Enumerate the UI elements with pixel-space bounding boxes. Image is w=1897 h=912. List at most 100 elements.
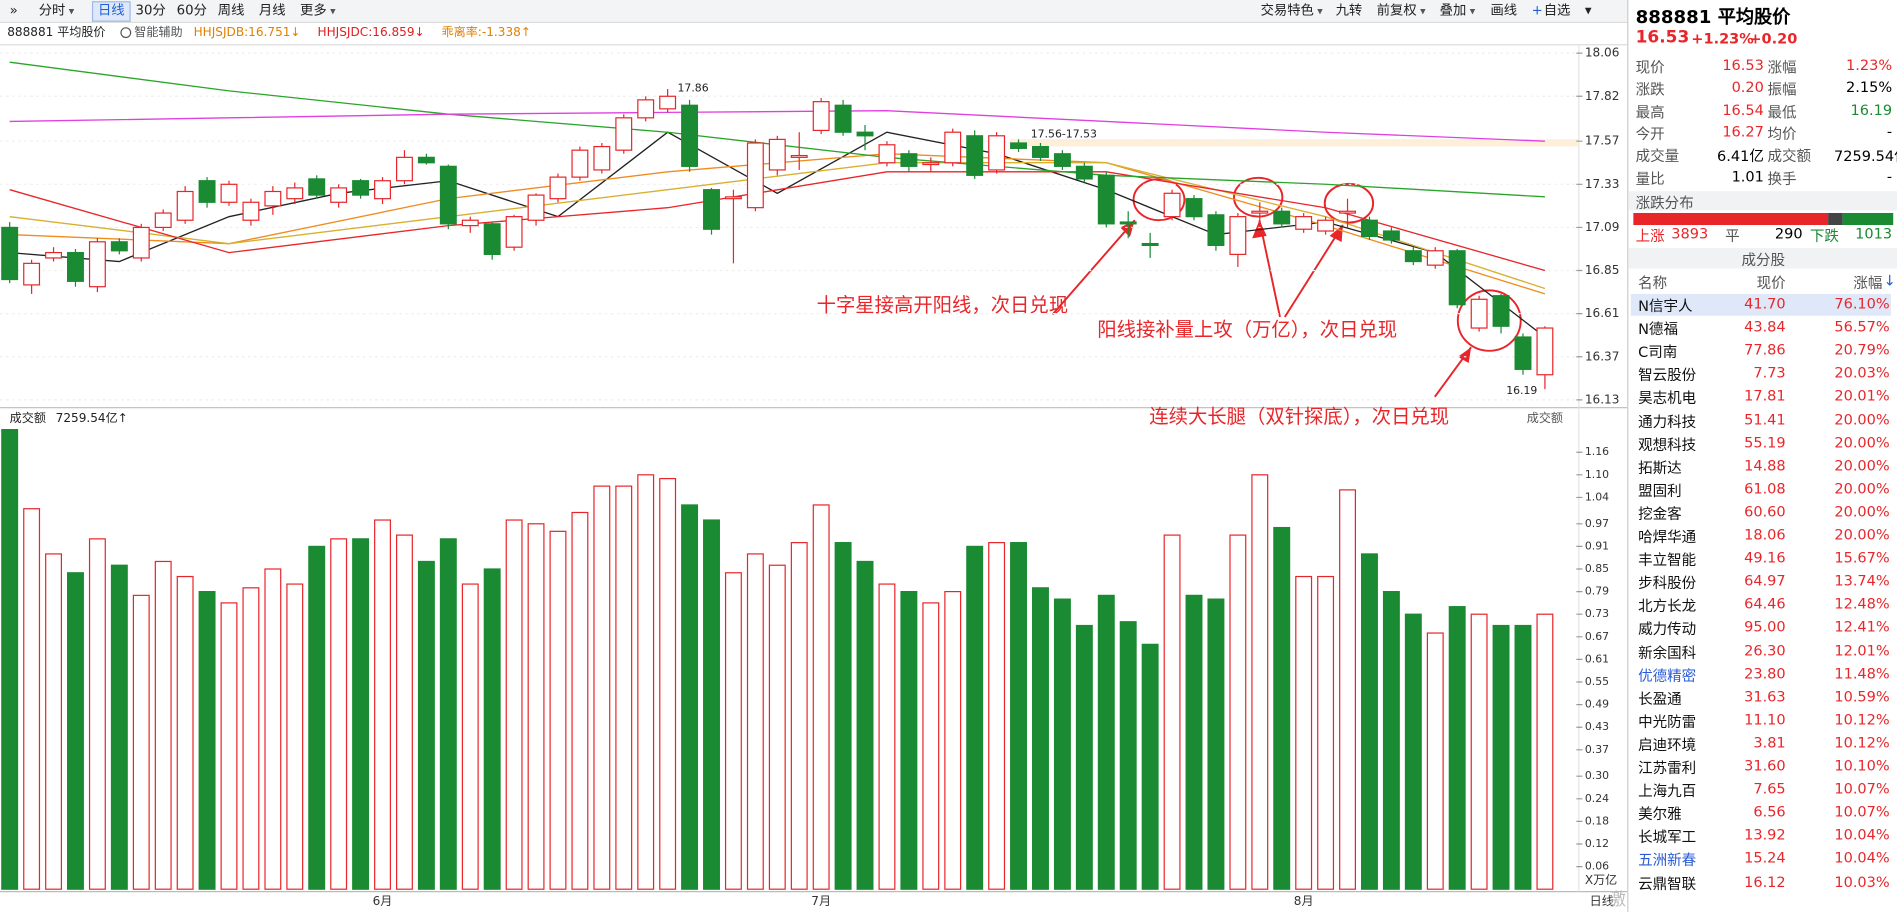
volume-title-right: 成交额 bbox=[1527, 410, 1563, 425]
stock-name[interactable]: 启迪环境 bbox=[1638, 736, 1697, 754]
stock-name[interactable]: 智云股份 bbox=[1638, 366, 1697, 384]
tab[interactable]: 30分 bbox=[135, 2, 166, 19]
stock-name[interactable]: 中光防雷 bbox=[1638, 713, 1697, 731]
stock-price: 41.70 bbox=[1744, 295, 1786, 313]
assist-label[interactable]: 智能辅助 bbox=[134, 24, 182, 39]
stock-name[interactable]: 江苏雷利 bbox=[1638, 759, 1697, 777]
stock-name[interactable]: N德福 bbox=[1638, 320, 1678, 338]
candle-body bbox=[264, 190, 282, 207]
moving-average bbox=[9, 162, 1546, 290]
y-tick-label: 1.10 bbox=[1585, 468, 1609, 481]
candle-body bbox=[242, 201, 260, 221]
candle-body bbox=[1010, 142, 1028, 149]
tool-button[interactable]: 画线 bbox=[1490, 2, 1518, 19]
x-tick-label: 8月 bbox=[1294, 894, 1314, 908]
stock-name[interactable]: 观想科技 bbox=[1638, 436, 1697, 454]
stock-name[interactable]: 优德精密 bbox=[1638, 667, 1697, 685]
y-tick-label: 16.85 bbox=[1585, 263, 1620, 277]
stock-price: 15.24 bbox=[1744, 849, 1786, 867]
candle-body bbox=[637, 99, 655, 119]
stock-name[interactable]: 盟固利 bbox=[1638, 482, 1682, 500]
candle-body bbox=[1097, 174, 1115, 225]
stock-name[interactable]: 云鼎智联 bbox=[1638, 875, 1697, 893]
stock-change: 20.01% bbox=[1834, 387, 1890, 405]
tool-button[interactable]: 前复权 bbox=[1372, 1, 1431, 19]
stock-name[interactable]: 五洲新春 bbox=[1638, 852, 1697, 870]
tab[interactable]: 60分 bbox=[176, 2, 207, 19]
stock-name[interactable]: N信宇人 bbox=[1638, 297, 1693, 315]
y-tick-label: 17.57 bbox=[1585, 134, 1620, 148]
y-tick-label: 0.24 bbox=[1585, 792, 1609, 805]
flat-label: 平 bbox=[1725, 227, 1740, 245]
dropdown-icon[interactable]: ▾ bbox=[1584, 2, 1592, 19]
stock-name[interactable]: 昊志机电 bbox=[1638, 390, 1697, 407]
price-label: 17.56-17.53 bbox=[1031, 127, 1097, 140]
volume-bar bbox=[1251, 474, 1269, 890]
assist-icon[interactable] bbox=[120, 27, 132, 39]
tab[interactable]: 月线 bbox=[258, 2, 286, 19]
candle-body bbox=[659, 95, 677, 110]
stat-value: 2.15% bbox=[1846, 78, 1893, 96]
stock-name[interactable]: 拓斯达 bbox=[1638, 459, 1682, 477]
stock-name[interactable]: 北方长龙 bbox=[1638, 598, 1697, 615]
tab[interactable]: 分时 bbox=[34, 1, 79, 19]
candle-body bbox=[1514, 336, 1532, 370]
tab[interactable]: 周线 bbox=[217, 2, 245, 19]
stock-change: 12.01% bbox=[1834, 641, 1890, 659]
volume-bar bbox=[790, 542, 808, 890]
candle-body bbox=[110, 241, 128, 252]
stock-name[interactable]: 新余国科 bbox=[1638, 644, 1697, 662]
up-label: 上涨 bbox=[1635, 227, 1665, 245]
stock-name[interactable]: 长盈通 bbox=[1638, 690, 1682, 708]
tool-button[interactable]: 九转 bbox=[1335, 2, 1363, 19]
tab[interactable]: 日线 bbox=[91, 1, 131, 22]
y-tick-label: 17.09 bbox=[1585, 220, 1620, 234]
volume-bar bbox=[746, 553, 764, 890]
menu-icon[interactable]: » bbox=[9, 2, 18, 19]
volume-bar bbox=[1053, 598, 1071, 890]
stock-change: 10.07% bbox=[1834, 803, 1890, 821]
stock-name[interactable]: 哈焊华通 bbox=[1638, 528, 1697, 546]
volume-bar bbox=[1141, 643, 1159, 890]
volume-bar bbox=[812, 504, 830, 890]
indicator: HHJSJDC:16.859↓ bbox=[318, 25, 425, 39]
section-bar bbox=[1628, 191, 1897, 211]
volume-bar bbox=[505, 519, 523, 890]
stock-price: 26.30 bbox=[1744, 641, 1786, 659]
stock-name[interactable]: 威力传动 bbox=[1638, 621, 1697, 639]
arrow-heads bbox=[1120, 220, 1472, 363]
tab[interactable]: 更多 bbox=[295, 1, 340, 19]
stock-name[interactable]: 步科股份 bbox=[1638, 574, 1697, 592]
volume-bar bbox=[1536, 613, 1554, 890]
stock-name[interactable]: 美尔雅 bbox=[1638, 805, 1682, 823]
volume-total: 7259.54亿↑ bbox=[56, 410, 128, 425]
column-header[interactable]: 涨幅 bbox=[1853, 274, 1883, 292]
stock-name[interactable]: 挖金客 bbox=[1638, 505, 1682, 523]
candle-body bbox=[878, 144, 896, 164]
plus-icon[interactable]: + bbox=[1531, 2, 1543, 19]
volume-bar bbox=[1207, 598, 1225, 890]
volume-bar bbox=[374, 519, 391, 890]
tool-button[interactable]: 交易特色 bbox=[1256, 1, 1328, 19]
stock-name[interactable]: 长城军工 bbox=[1638, 829, 1697, 847]
volume-bar bbox=[1514, 624, 1532, 890]
candle-body bbox=[1251, 210, 1269, 214]
candle-body bbox=[1360, 219, 1378, 238]
stock-name[interactable]: 上海九百 bbox=[1638, 782, 1697, 800]
volume-bar bbox=[198, 590, 216, 890]
stock-price: 16.12 bbox=[1744, 872, 1786, 890]
stock-name[interactable]: C司南 bbox=[1638, 343, 1678, 361]
tool-button[interactable]: 自选 bbox=[1543, 2, 1571, 19]
y-tick-label: 1.04 bbox=[1585, 490, 1609, 503]
candle-body bbox=[395, 156, 413, 182]
moving-average bbox=[9, 131, 1546, 338]
candle-body bbox=[790, 154, 808, 158]
annotation: 阳线接补量上攻（万亿），次日兑现 bbox=[1097, 318, 1397, 341]
stock-change: 20.03% bbox=[1834, 364, 1890, 382]
stock-name[interactable]: 丰立智能 bbox=[1638, 551, 1697, 569]
candle-body bbox=[1273, 210, 1291, 225]
sort-icon[interactable]: ↓ bbox=[1883, 272, 1896, 290]
volume-bar bbox=[527, 523, 545, 890]
tool-button[interactable]: 叠加 bbox=[1435, 1, 1480, 19]
stock-name[interactable]: 通力科技 bbox=[1638, 413, 1697, 431]
